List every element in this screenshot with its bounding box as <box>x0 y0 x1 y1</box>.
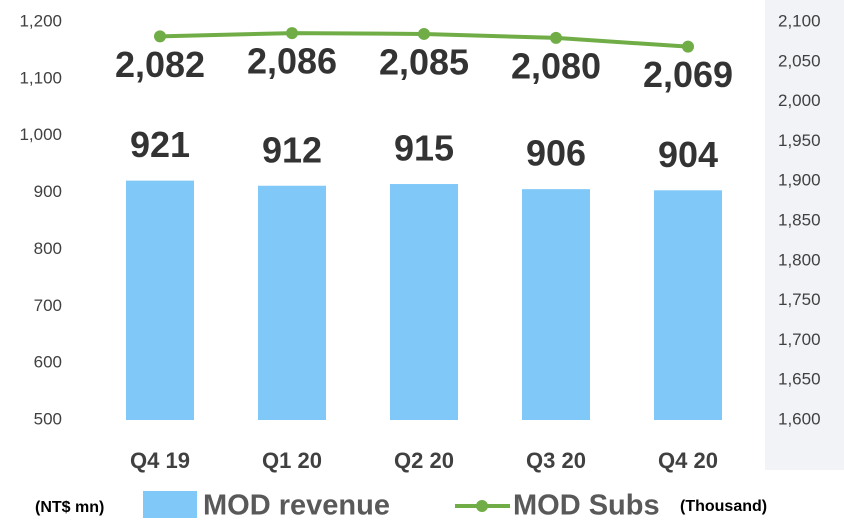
y-tick-label: 900 <box>34 182 62 201</box>
x-tick-label: Q4 19 <box>130 448 190 473</box>
legend-label: MOD Subs <box>513 490 660 521</box>
line-point <box>550 31 562 44</box>
y-tick-label: 700 <box>34 296 62 315</box>
bar-label: 904 <box>658 134 718 175</box>
line-point <box>682 40 694 53</box>
bar <box>258 185 326 420</box>
x-tick-label: Q4 20 <box>658 448 718 473</box>
y2-tick-label: 1,750 <box>778 290 821 309</box>
y-tick-label: 600 <box>34 353 62 372</box>
bar-label: 906 <box>526 133 586 174</box>
legend-swatch <box>476 500 488 512</box>
legend-label: MOD revenue <box>203 490 390 521</box>
y-tick-label: 500 <box>34 409 62 428</box>
x-tick-label: Q1 20 <box>262 448 322 473</box>
y2-tick-label: 1,800 <box>778 250 821 269</box>
line-label: 2,085 <box>379 41 469 82</box>
y-tick-label: 1,100 <box>19 68 62 87</box>
line-point <box>418 27 430 40</box>
y2-tick-label: 1,950 <box>778 131 821 150</box>
y2-tick-label: 1,850 <box>778 210 821 229</box>
y2-tick-label: 2,100 <box>778 11 821 30</box>
y-tick-label: 800 <box>34 239 62 258</box>
line-label: 2,080 <box>511 45 601 86</box>
bar <box>126 180 194 420</box>
line-label: 2,069 <box>643 54 733 95</box>
bar <box>654 190 722 420</box>
y2-tick-label: 1,600 <box>778 409 821 428</box>
y2-tick-label: 1,700 <box>778 330 821 349</box>
bar <box>390 184 458 420</box>
bar <box>522 189 590 420</box>
bar-label: 912 <box>262 129 322 170</box>
legend-swatch <box>143 491 197 518</box>
y-tick-label: 1,200 <box>19 11 62 30</box>
y2-tick-label: 1,650 <box>778 370 821 389</box>
x-tick-label: Q2 20 <box>394 448 454 473</box>
bar-label: 915 <box>394 128 454 169</box>
y-unit: (NT$ mn) <box>35 499 104 516</box>
y2-unit: (Thousand) <box>680 498 767 515</box>
y2-tick-label: 2,000 <box>778 91 821 110</box>
y2-tick-label: 2,050 <box>778 51 821 70</box>
line-point <box>154 30 166 43</box>
line-label: 2,082 <box>115 44 205 85</box>
x-tick-label: Q3 20 <box>526 448 586 473</box>
y-tick-label: 1,000 <box>19 125 62 144</box>
bar-label: 921 <box>130 124 190 165</box>
line-label: 2,086 <box>247 41 337 82</box>
side-panel <box>765 0 844 470</box>
y2-tick-label: 1,900 <box>778 171 821 190</box>
line-point <box>286 27 298 40</box>
